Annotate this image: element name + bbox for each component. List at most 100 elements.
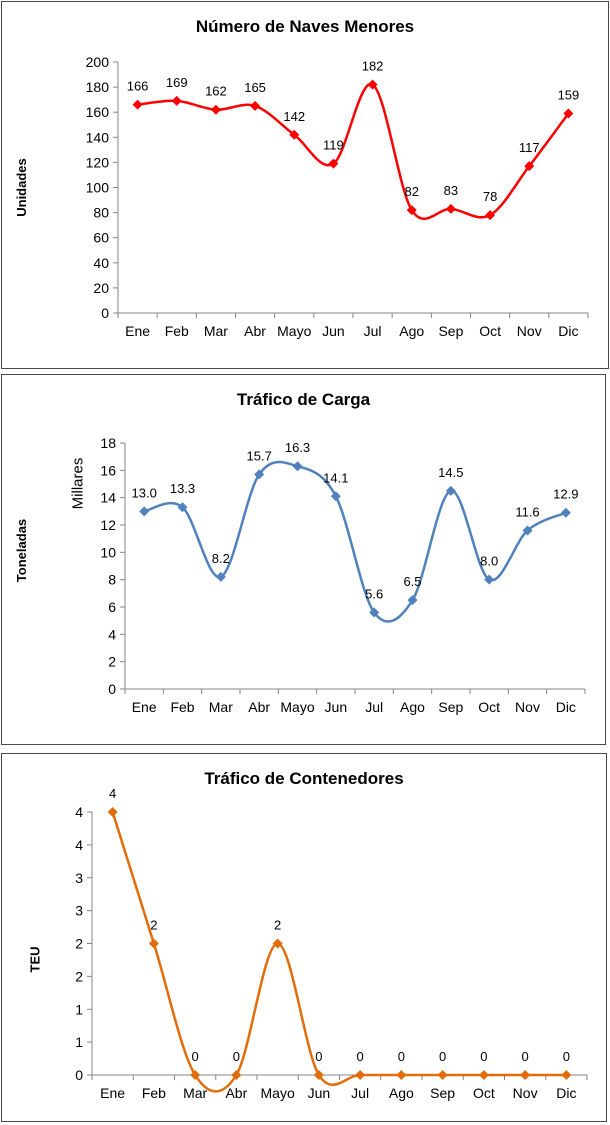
x-tick-label: Oct (473, 1085, 495, 1101)
data-point (445, 485, 456, 496)
data-label: 0 (398, 1049, 405, 1064)
data-label: 2 (150, 918, 157, 933)
data-point (485, 210, 496, 221)
data-label: 16.3 (285, 440, 310, 455)
data-label: 182 (362, 59, 384, 74)
data-point (190, 1070, 201, 1080)
y-tick-label: 40 (93, 255, 109, 271)
data-point (171, 95, 182, 106)
x-tick-label: Jun (325, 699, 348, 715)
x-tick-label: Feb (165, 323, 189, 339)
y-tick-label: 3 (75, 903, 83, 919)
y-tick-label: 0 (101, 305, 109, 321)
x-tick-label: Oct (478, 699, 500, 715)
data-label: 5.6 (365, 586, 383, 601)
chart-panel-contenedores: Tráfico de Contenedores TEU 0 1 1 2 2 3 3 4 4 Ene… (1, 753, 607, 1122)
x-tick-label: Feb (170, 699, 194, 715)
y-tick-label: 4 (108, 626, 116, 642)
data-point (406, 205, 417, 216)
data-label: 8.0 (480, 554, 498, 569)
data-label: 0 (439, 1049, 446, 1064)
y-tick-label: 200 (86, 54, 110, 70)
chart-naves-plot: 0 20 40 60 80 100 120 140 160 180 200 Ene Feb Mar Abr M… (86, 54, 589, 339)
data-point (396, 1070, 407, 1080)
x-tick-label: Mayo (280, 699, 314, 715)
data-label: 165 (244, 80, 266, 95)
chart-panel-naves: Número de Naves Menores Unidades 0 20 40 60… (1, 1, 609, 369)
data-label: 13.0 (132, 485, 157, 500)
data-point (292, 461, 303, 472)
x-tick-label: Jul (365, 699, 383, 715)
data-point (369, 607, 380, 618)
y-tick-label: 100 (86, 180, 110, 196)
data-label: 166 (127, 79, 149, 94)
x-tick-label: Abr (244, 323, 266, 339)
y-tick-label: 4 (75, 837, 83, 853)
data-point (177, 502, 188, 513)
x-tick-label: Mayo (277, 323, 311, 339)
data-label: 117 (519, 140, 540, 155)
x-tick-label: Dic (556, 699, 576, 715)
data-label: 11.6 (515, 504, 539, 519)
x-tick-label: Ene (132, 699, 157, 715)
data-label: 4 (109, 786, 116, 801)
x-tick-label: Ago (399, 323, 424, 339)
y-tick-label: 2 (75, 968, 83, 984)
data-label: 78 (483, 189, 497, 204)
x-tick-label: Sep (438, 323, 463, 339)
data-label: 83 (444, 183, 458, 198)
data-point (520, 1070, 531, 1080)
series-line (111, 811, 567, 1093)
x-tick-label: Feb (142, 1085, 166, 1101)
y-tick-label: 0 (108, 681, 116, 697)
data-label: 15.7 (247, 448, 272, 463)
x-tick-label: Abr (248, 699, 270, 715)
data-label: 13.3 (170, 481, 195, 496)
data-point (330, 491, 341, 502)
data-point (328, 158, 339, 169)
data-label: 0 (315, 1049, 322, 1064)
chart-contenedores-plot: 0 1 1 2 2 3 3 4 4 Ene Feb Mar Abr Mayo Jun Jul Ago Sep Oct… (75, 786, 588, 1101)
data-label: 2 (274, 918, 281, 933)
x-tick-label: Sep (430, 1085, 455, 1101)
data-point (254, 469, 265, 480)
chart-title: Número de Naves Menores (195, 17, 415, 36)
y-tick-label: 180 (86, 79, 110, 95)
data-label: 0 (357, 1049, 364, 1064)
x-tick-label: Mar (204, 323, 228, 339)
data-point (522, 525, 533, 536)
data-label: 0 (233, 1049, 240, 1064)
data-label: 8.2 (212, 551, 230, 566)
data-label: 14.1 (323, 470, 348, 485)
data-label: 119 (323, 138, 344, 153)
x-tick-label: Ene (125, 323, 150, 339)
x-tick-label: Ago (400, 699, 425, 715)
chart-title: Tráfico de Contenedores (204, 769, 404, 788)
y-tick-label: 160 (86, 104, 110, 120)
data-label: 0 (563, 1049, 570, 1064)
y-tick-label: 10 (100, 544, 116, 560)
chart-carga-plot: 0 2 4 6 8 10 12 14 16 18 Ene Feb Mar Abr Mayo Jun Jul Ago… (100, 435, 586, 715)
data-point (563, 108, 574, 119)
x-tick-label: Ago (389, 1085, 414, 1101)
data-point (132, 99, 143, 110)
data-point (355, 1070, 366, 1080)
series-line (137, 83, 570, 220)
data-point (250, 100, 261, 111)
x-tick-label: Oct (479, 323, 501, 339)
data-label: 142 (283, 109, 305, 124)
data-point (478, 1070, 489, 1080)
y-tick-label: 18 (100, 435, 116, 451)
data-point (289, 129, 300, 140)
x-tick-label: Jul (364, 323, 382, 339)
x-tick-label: Nov (515, 699, 540, 715)
data-label: 12.9 (553, 487, 578, 502)
y-tick-label: 20 (93, 280, 109, 296)
y-tick-label: 12 (100, 517, 116, 533)
chart-title: Tráfico de Carga (236, 390, 371, 409)
data-label: 162 (205, 84, 227, 99)
y-tick-label: 60 (93, 230, 109, 246)
x-tick-label: Mayo (261, 1085, 295, 1101)
x-tick-label: Jun (308, 1085, 331, 1101)
